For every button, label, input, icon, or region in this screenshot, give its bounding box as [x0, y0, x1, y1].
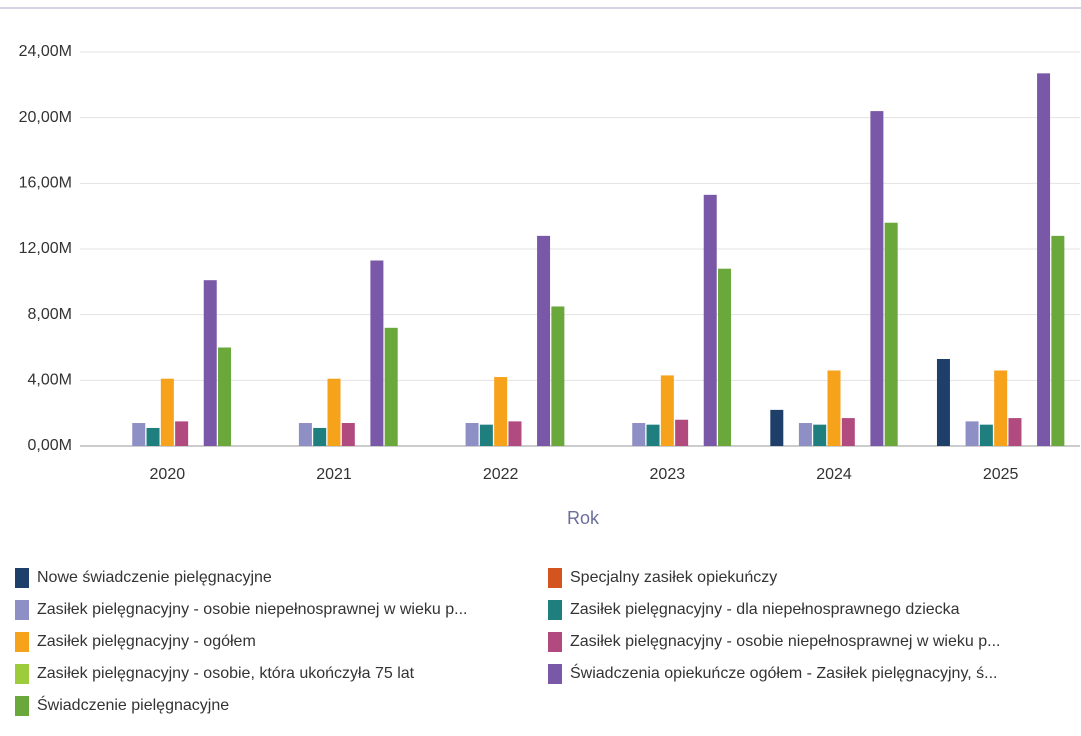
y-tick-label: 0,00M — [28, 437, 72, 454]
bar — [551, 306, 565, 446]
x-tick-label: 2022 — [483, 466, 519, 483]
legend-swatch — [548, 664, 562, 684]
bar — [813, 424, 827, 446]
legend-label: Specjalny zasiłek opiekuńczy — [570, 569, 777, 586]
bar — [660, 375, 674, 446]
legend-label: Świadczenie pielęgnacyjne — [37, 695, 229, 714]
bar — [884, 222, 898, 446]
x-axis-title: Rok — [567, 508, 600, 528]
bar — [798, 423, 812, 446]
bar — [965, 421, 979, 446]
x-tick-label: 2025 — [983, 466, 1019, 483]
bar — [718, 268, 732, 446]
legend-swatch — [548, 568, 562, 588]
bar — [841, 418, 855, 446]
bar — [298, 423, 312, 446]
bar — [979, 424, 993, 446]
legend-swatch — [15, 664, 29, 684]
bar — [146, 427, 160, 446]
y-tick-label: 16,00M — [19, 175, 72, 192]
bar — [675, 419, 689, 446]
legend-swatch — [15, 568, 29, 588]
legend-swatch — [548, 632, 562, 652]
bar — [703, 194, 717, 446]
bar — [203, 280, 217, 446]
bar — [313, 427, 327, 446]
bar — [218, 347, 232, 446]
bar — [160, 378, 174, 446]
bar — [479, 424, 493, 446]
x-tick-label: 2023 — [650, 466, 686, 483]
bar — [827, 370, 841, 446]
legend-label: Zasiłek pielęgnacyjny - osobie niepełnos… — [37, 601, 467, 618]
legend-swatch — [15, 632, 29, 652]
legend-label: Zasiłek pielęgnacyjny - osobie niepełnos… — [570, 633, 1000, 650]
bar — [494, 377, 508, 446]
y-tick-label: 20,00M — [19, 109, 72, 126]
bar — [994, 370, 1008, 446]
bar — [632, 423, 646, 446]
y-tick-label: 24,00M — [19, 43, 72, 60]
legend-label: Zasiłek pielęgnacyjny - ogółem — [37, 633, 256, 650]
bar — [508, 421, 522, 446]
bar — [465, 423, 479, 446]
bar — [537, 235, 551, 446]
bar — [870, 111, 884, 446]
bar — [132, 423, 146, 446]
x-tick-label: 2021 — [316, 466, 352, 483]
bar — [936, 358, 950, 446]
bar — [770, 409, 784, 446]
bar — [175, 421, 189, 446]
bar — [384, 327, 398, 446]
bar — [341, 423, 355, 446]
y-tick-label: 12,00M — [19, 240, 72, 257]
bar — [646, 424, 660, 446]
y-tick-label: 8,00M — [28, 306, 72, 323]
bar — [327, 378, 341, 446]
y-tick-label: 4,00M — [28, 372, 72, 389]
x-tick-label: 2024 — [816, 466, 852, 483]
bar — [1008, 418, 1022, 446]
legend-label: Świadczenia opiekuńcze ogółem - Zasiłek … — [570, 663, 997, 682]
legend-label: Zasiłek pielęgnacyjny - dla niepełnospra… — [570, 601, 960, 618]
legend-label: Zasiłek pielęgnacyjny - osobie, która uk… — [37, 665, 415, 682]
legend-swatch — [548, 600, 562, 620]
bar — [370, 260, 384, 446]
legend-label: Nowe świadczenie pielęgnacyjne — [37, 569, 272, 586]
legend-swatch — [15, 696, 29, 716]
bar — [1037, 73, 1051, 446]
x-tick-label: 2020 — [150, 466, 186, 483]
legend-swatch — [15, 600, 29, 620]
bar — [1051, 235, 1065, 446]
